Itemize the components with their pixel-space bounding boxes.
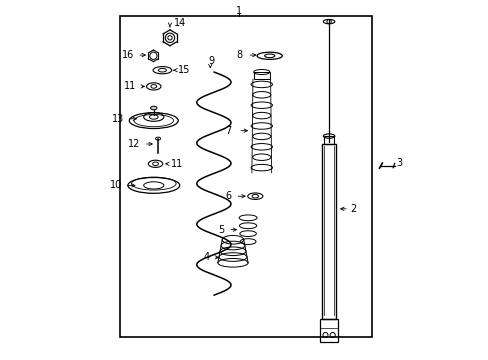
Bar bbox=[320, 319, 337, 342]
Text: 13: 13 bbox=[111, 114, 123, 124]
Text: 7: 7 bbox=[224, 126, 231, 136]
Text: 16: 16 bbox=[122, 50, 134, 60]
Text: 2: 2 bbox=[349, 204, 355, 214]
Bar bbox=[120, 16, 371, 337]
Text: 12: 12 bbox=[128, 139, 141, 149]
Text: 1: 1 bbox=[236, 6, 242, 16]
Text: 11: 11 bbox=[124, 81, 136, 91]
Bar bbox=[323, 136, 334, 144]
Text: 6: 6 bbox=[225, 191, 231, 201]
Text: 9: 9 bbox=[207, 56, 214, 66]
Text: 14: 14 bbox=[173, 18, 185, 28]
Ellipse shape bbox=[150, 106, 157, 110]
Text: 11: 11 bbox=[171, 159, 183, 169]
Text: 15: 15 bbox=[178, 65, 190, 75]
Bar bbox=[321, 144, 336, 319]
Text: 4: 4 bbox=[203, 252, 209, 262]
Text: 5: 5 bbox=[218, 225, 224, 235]
Text: 3: 3 bbox=[396, 158, 402, 168]
Bar bbox=[253, 72, 269, 79]
Text: 8: 8 bbox=[236, 50, 242, 60]
Text: 10: 10 bbox=[110, 180, 122, 190]
